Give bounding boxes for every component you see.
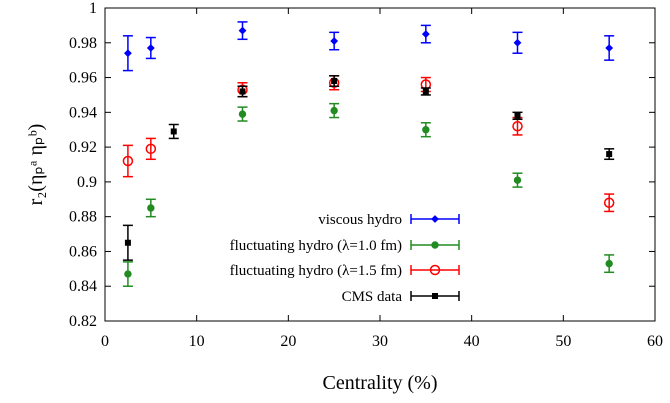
y-tick-label: 0.94: [69, 104, 97, 121]
legend-marker: [431, 215, 439, 223]
data-point: [124, 270, 132, 278]
legend-marker: [429, 264, 441, 276]
legend-label: fluctuating hydro (λ=1.0 fm): [230, 238, 402, 254]
data-point: [330, 106, 338, 115]
x-tick-label: 60: [647, 333, 663, 350]
data-point: [331, 78, 338, 85]
chart-marks: [122, 21, 615, 287]
data-point: [122, 155, 134, 167]
legend-marker: [432, 293, 438, 299]
series-2: [122, 75, 615, 213]
legend-entry: CMS data: [342, 289, 460, 305]
error-bar: [512, 116, 523, 136]
legend: viscous hydro fluctuating hydro (λ=1.0 fm…: [230, 212, 460, 305]
series-0: [122, 21, 615, 72]
data-point: [512, 120, 523, 132]
data-point: [422, 126, 430, 134]
x-tick-label: 50: [555, 333, 571, 350]
data-point: [513, 176, 522, 184]
y-tick-label: 0.88: [69, 209, 97, 226]
legend-entry: fluctuating hydro (λ=1.5 fm): [230, 263, 460, 279]
data-point: [330, 37, 339, 45]
data-point: [513, 38, 522, 47]
data-point: [514, 112, 521, 119]
x-tick-label: 10: [189, 333, 205, 350]
series-1: [122, 102, 615, 287]
data-point: [605, 44, 614, 52]
data-point: [238, 26, 247, 35]
error-bar: [122, 144, 133, 178]
axis-ticks: 0 10 20 30 40 50 60 0.82 0.84 0.86 0.88 0.9 0.92 0.94…: [69, 0, 663, 350]
y-tick-label: 0.98: [69, 35, 97, 52]
x-tick-label: 40: [464, 333, 480, 350]
series-3: [122, 75, 615, 261]
y-tick-label: 0.84: [69, 278, 97, 295]
data-point: [146, 44, 155, 52]
x-axis-label: Centrality (%): [323, 372, 438, 394]
plot-frame: [104, 7, 656, 322]
data-point: [606, 151, 613, 158]
y-tick-label: 0.86: [69, 243, 97, 260]
y-tick-label: 0.92: [69, 139, 97, 156]
legend-label: CMS data: [342, 289, 403, 305]
data-point: [238, 110, 247, 118]
data-point: [422, 88, 429, 95]
data-point: [145, 143, 157, 155]
x-tick-label: 20: [280, 333, 296, 350]
y-tick-label: 0.9: [77, 174, 97, 191]
data-point: [147, 204, 155, 212]
data-point: [605, 259, 613, 268]
data-point: [170, 128, 177, 135]
x-tick-label: 30: [372, 333, 388, 350]
error-bar: [604, 193, 615, 213]
data-point: [603, 197, 615, 209]
data-point: [124, 49, 132, 58]
data-point: [239, 88, 246, 95]
data-point: [124, 239, 131, 246]
x-tick-label: 0: [101, 333, 109, 350]
y-tick-label: 0.96: [69, 70, 97, 87]
y-axis-label: r₂(ηₚᵃ ηₚᵇ): [25, 124, 47, 206]
y-tick-label: 0.82: [69, 313, 97, 330]
data-point: [421, 30, 430, 38]
legend-entry: viscous hydro: [318, 212, 460, 228]
legend-marker: [431, 241, 439, 249]
y-tick-label: 1: [89, 0, 97, 17]
legend-label: viscous hydro: [318, 212, 402, 228]
legend-label: fluctuating hydro (λ=1.5 fm): [230, 263, 402, 279]
error-bar: [145, 137, 156, 161]
legend-entry: fluctuating hydro (λ=1.0 fm): [230, 238, 460, 254]
